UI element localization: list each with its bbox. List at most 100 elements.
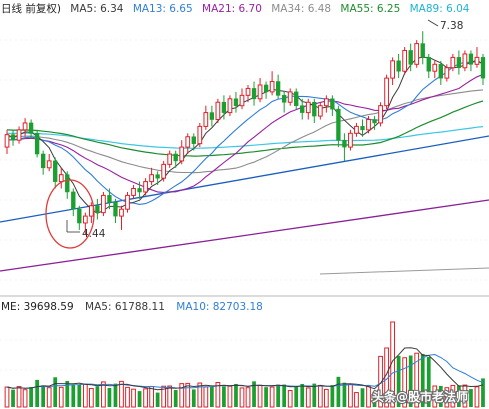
candle-body — [179, 146, 185, 162]
candle-body — [269, 81, 275, 93]
candle-body — [131, 188, 136, 196]
candle-body — [468, 53, 474, 65]
volume-bar — [366, 385, 371, 408]
volume-bar — [41, 385, 46, 407]
volume-bar — [161, 385, 167, 408]
candle-body — [191, 136, 196, 144]
candle-body — [46, 160, 52, 169]
volume-grid — [0, 339, 489, 401]
candle-body — [28, 122, 34, 134]
candle-body — [275, 81, 281, 96]
volume-bar — [113, 383, 118, 407]
ma13-value: MA13: 6.65 — [133, 3, 193, 15]
candle-body — [77, 208, 82, 224]
long-term-lines — [0, 135, 489, 275]
ma89-value: MA89: 6.04 — [410, 3, 470, 15]
candle-body — [34, 133, 40, 155]
volume-bar — [46, 387, 52, 408]
ma55-line — [6, 100, 484, 157]
volume-bar — [4, 386, 10, 408]
ma34-value: MA34: 6.48 — [271, 3, 331, 15]
volume-bar — [282, 384, 287, 407]
volume-bar — [131, 388, 136, 408]
volume-bar — [119, 380, 124, 408]
volume-ma5-line — [6, 347, 484, 391]
candle-body — [209, 112, 215, 120]
volume-bar — [82, 383, 88, 408]
candle-body — [360, 126, 365, 131]
candle-body — [420, 43, 425, 58]
candle-body — [203, 112, 209, 127]
candle-body — [432, 63, 438, 72]
candle-body — [71, 191, 76, 210]
volume-bar — [342, 382, 347, 407]
low-price-label: 4.44 — [82, 228, 106, 240]
long-ma-line-gray — [319, 267, 489, 275]
candle-body — [426, 57, 431, 72]
volume-bar — [209, 386, 214, 407]
candle-body — [119, 208, 124, 217]
candle-body — [197, 125, 203, 145]
candle-body — [294, 91, 299, 107]
candle-body — [215, 101, 221, 120]
ma55-value: MA55: 6.25 — [340, 3, 400, 15]
volume-bar — [35, 379, 40, 407]
candle-body — [95, 205, 100, 213]
volume-ma-lines — [6, 347, 484, 391]
candle-body — [456, 57, 462, 69]
volume-bar — [372, 392, 377, 407]
candle-body — [22, 122, 28, 131]
volume-bar — [414, 352, 420, 408]
volume-bar — [444, 387, 450, 408]
candle-body — [450, 56, 456, 69]
volume-bar — [16, 386, 22, 408]
volume-bar — [474, 386, 480, 408]
candle-body — [4, 134, 10, 148]
volume-bar — [197, 382, 203, 408]
candle-body — [366, 119, 371, 131]
volume-bar — [107, 387, 112, 407]
volume-bar — [191, 389, 196, 407]
volume-ma10-value: MA10: 82703.18 — [176, 301, 263, 313]
candle-body — [161, 163, 167, 179]
price-grid — [0, 39, 489, 281]
candle-body — [474, 56, 480, 65]
ma89-line — [6, 126, 484, 149]
candle-body — [402, 50, 408, 72]
volume-bar — [137, 391, 142, 407]
ma5-value: MA5: 6.34 — [70, 3, 123, 15]
volume-bar — [239, 387, 245, 408]
volume-bar — [227, 385, 233, 408]
candle-body — [263, 84, 269, 93]
volume-bar — [330, 385, 335, 407]
volume-bar — [53, 377, 58, 407]
candle-body — [330, 98, 335, 110]
volume-bar — [317, 384, 323, 408]
volume-bar — [276, 384, 281, 407]
volume-bar — [173, 389, 178, 407]
volume-bar — [11, 389, 15, 407]
volume-bar — [264, 387, 268, 407]
volume-bar — [143, 388, 148, 408]
ma21-value: MA21: 6.70 — [202, 3, 262, 15]
volume-bar — [294, 386, 299, 407]
volume-bar — [287, 390, 293, 408]
volume-bar — [481, 378, 485, 407]
volume-bar — [234, 383, 238, 407]
candle-body — [227, 98, 233, 114]
volume-ma5-value: MA5: 61788.11 — [85, 301, 165, 313]
candle-body — [281, 95, 287, 103]
volume-bar — [426, 356, 431, 407]
chart-title: 日线 前复权) — [1, 2, 61, 15]
candle-body — [16, 129, 22, 141]
candle-body — [257, 84, 263, 100]
ma5-line — [6, 56, 484, 214]
candle-body — [480, 57, 486, 79]
price-candles — [4, 31, 486, 235]
candle-body — [107, 195, 112, 203]
volume-bar — [222, 386, 226, 407]
volume-bar — [95, 386, 100, 407]
candle-body — [312, 101, 317, 117]
volume-bar — [408, 355, 413, 407]
